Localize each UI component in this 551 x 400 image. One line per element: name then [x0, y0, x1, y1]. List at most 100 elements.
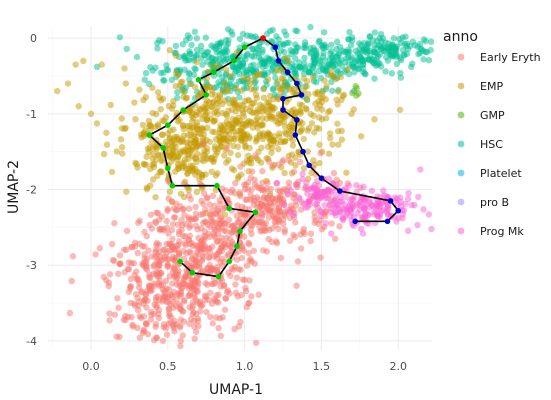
point-early-eryth: [218, 234, 225, 241]
legend-key-gmp: [457, 111, 465, 119]
point-early-eryth: [221, 258, 228, 265]
point-prog-mk: [384, 202, 392, 209]
point-emp: [259, 108, 266, 115]
point-emp: [132, 115, 139, 123]
legend-label-prog-mk: Prog Mk: [480, 225, 524, 238]
point-emp: [344, 66, 351, 73]
point-hsc: [163, 66, 171, 73]
point-early-eryth: [225, 216, 233, 223]
point-emp: [290, 124, 297, 132]
point-prog-mk: [376, 211, 384, 218]
point-early-eryth: [191, 323, 198, 330]
point-emp: [186, 80, 194, 88]
legend-label-pro-b: pro B: [480, 196, 509, 209]
point-early-eryth: [243, 262, 251, 269]
point-early-eryth: [255, 291, 262, 298]
point-emp: [303, 83, 310, 90]
point-early-eryth: [241, 233, 248, 240]
point-hsc: [361, 70, 369, 77]
point-emp: [296, 128, 304, 136]
point-emp: [267, 92, 274, 100]
point-emp: [227, 149, 234, 157]
point-hsc: [420, 56, 427, 63]
point-emp: [259, 122, 266, 129]
path-right-node: [318, 175, 325, 181]
point-early-eryth: [209, 265, 216, 272]
point-early-eryth: [294, 258, 302, 265]
x-tick-label: 2.0: [389, 360, 407, 373]
point-emp: [304, 148, 311, 155]
point-prog-mk: [341, 185, 349, 192]
legend-title: anno: [443, 29, 478, 45]
point-early-eryth: [250, 247, 258, 254]
point-emp: [210, 117, 217, 124]
point-hsc: [116, 34, 124, 41]
point-emp: [169, 146, 177, 153]
point-early-eryth: [331, 235, 339, 242]
point-hsc: [232, 63, 240, 70]
point-early-eryth: [336, 223, 343, 230]
point-emp: [223, 112, 231, 120]
legend-label-platelet: Platelet: [480, 167, 522, 180]
point-emp: [242, 144, 249, 151]
point-emp: [337, 73, 344, 81]
point-emp: [166, 188, 174, 196]
point-emp: [305, 91, 312, 98]
point-early-eryth: [217, 283, 224, 290]
point-emp: [253, 71, 260, 79]
point-hsc: [352, 47, 360, 55]
point-emp: [119, 150, 126, 157]
point-early-eryth: [196, 264, 203, 271]
point-early-eryth: [238, 254, 245, 262]
point-emp: [152, 156, 160, 164]
point-hsc: [378, 38, 385, 45]
point-early-eryth: [260, 247, 267, 254]
point-early-eryth: [225, 269, 232, 276]
point-early-eryth: [185, 205, 193, 212]
point-early-eryth: [204, 265, 212, 272]
point-hsc: [328, 78, 335, 86]
point-early-eryth: [116, 252, 124, 259]
point-early-eryth: [184, 260, 191, 267]
point-early-eryth: [281, 226, 289, 234]
point-early-eryth: [237, 193, 244, 200]
point-early-eryth: [307, 237, 314, 245]
point-early-eryth: [272, 195, 280, 203]
point-early-eryth: [169, 220, 177, 228]
point-hsc: [321, 57, 329, 64]
point-emp: [318, 116, 326, 123]
point-early-eryth: [296, 158, 304, 166]
point-early-eryth: [177, 342, 184, 350]
point-early-eryth: [216, 225, 223, 233]
point-prog-mk: [300, 200, 308, 208]
point-emp: [357, 133, 365, 140]
point-emp: [133, 161, 140, 168]
point-early-eryth: [106, 271, 114, 278]
legend-key-platelet: [457, 169, 465, 177]
point-hsc: [239, 30, 247, 38]
point-hsc: [270, 85, 277, 92]
point-prog-mk: [340, 214, 347, 222]
point-early-eryth: [312, 171, 320, 178]
point-prog-mk: [347, 212, 354, 220]
point-emp: [141, 161, 148, 168]
point-emp: [343, 169, 350, 176]
point-emp: [264, 75, 272, 83]
x-tick-label: 0.0: [82, 360, 100, 373]
point-early-eryth: [113, 333, 120, 340]
point-emp: [338, 127, 345, 135]
point-hsc: [256, 61, 264, 68]
point-prog-mk: [316, 207, 324, 214]
point-hsc: [233, 67, 240, 75]
point-early-eryth: [245, 300, 252, 307]
point-early-eryth: [191, 293, 198, 301]
point-emp: [144, 145, 152, 153]
point-hsc: [268, 61, 276, 69]
point-early-eryth: [233, 274, 241, 281]
point-hsc: [157, 69, 165, 76]
point-hsc: [225, 37, 232, 44]
point-hsc: [182, 36, 190, 44]
point-gmp: [349, 89, 356, 97]
point-emp: [303, 106, 310, 113]
point-prog-mk: [286, 208, 294, 216]
